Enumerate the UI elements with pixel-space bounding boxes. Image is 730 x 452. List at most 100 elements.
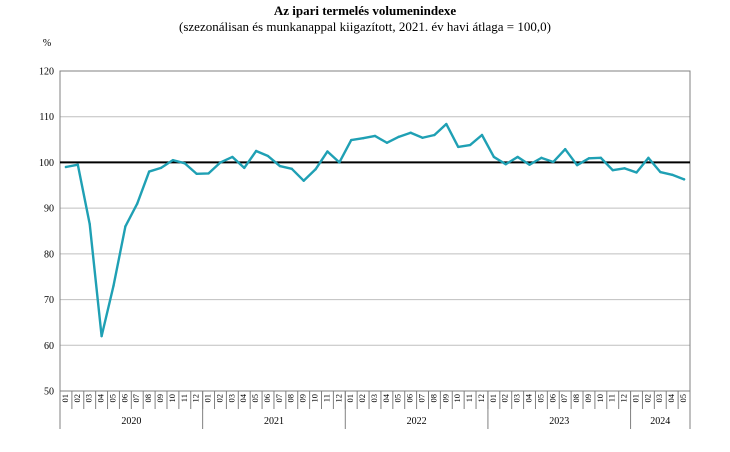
x-tick-label: 05 (393, 394, 403, 403)
x-tick-label: 08 (143, 394, 153, 403)
x-tick-label: 01 (488, 394, 498, 403)
x-tick-label: 04 (96, 393, 106, 402)
x-tick-label: 10 (310, 394, 320, 403)
x-tick-label: 12 (619, 394, 629, 403)
data-point (112, 284, 115, 288)
plot-frame (59, 70, 691, 392)
x-tick-label: 11 (179, 394, 189, 402)
data-point (563, 147, 567, 151)
data-point (599, 156, 603, 160)
x-year-label: 2024 (650, 416, 670, 427)
data-point (623, 167, 626, 170)
x-year-label: 2020 (121, 416, 141, 427)
data-point (171, 158, 175, 162)
data-point (587, 157, 591, 160)
data-point (516, 155, 519, 159)
x-tick-label: 01 (630, 394, 640, 403)
data-point (409, 131, 412, 134)
data-point (302, 179, 305, 182)
x-tick-label: 03 (512, 394, 522, 403)
x-tick-label: 02 (642, 394, 652, 403)
y-tick-label: 90 (44, 204, 54, 215)
data-point (350, 138, 353, 142)
x-tick-label: 05 (678, 394, 688, 403)
data-point (290, 167, 293, 171)
x-tick-label: 06 (262, 394, 272, 403)
x-tick-label: 04 (381, 393, 391, 402)
x-tick-label: 09 (155, 394, 165, 403)
data-point (314, 168, 317, 171)
y-tick-label: 110 (39, 112, 54, 123)
x-tick-label: 12 (476, 394, 486, 403)
data-point (468, 143, 472, 147)
x-tick-label: 06 (405, 394, 415, 403)
x-tick-label: 05 (107, 394, 117, 403)
data-point (124, 225, 127, 228)
x-tick-label: 01 (345, 394, 355, 403)
x-year-label: 2023 (549, 416, 569, 427)
data-point (76, 163, 80, 166)
data-point (540, 156, 543, 160)
data-point (207, 172, 210, 175)
x-tick-label: 10 (167, 394, 177, 403)
x-tick-label: 12 (191, 394, 201, 403)
y-tick-label: 60 (44, 341, 54, 352)
data-point (433, 133, 436, 137)
data-point (445, 122, 448, 126)
x-year-label: 2021 (264, 416, 284, 427)
data-point (338, 161, 341, 164)
data-point (575, 163, 579, 167)
data-point (278, 164, 282, 168)
x-tick-label: 06 (119, 394, 129, 403)
x-tick-label: 04 (238, 393, 248, 402)
chart-title: Az ipari termelés volumenindexe (273, 3, 457, 18)
data-point (552, 160, 555, 164)
data-point (647, 156, 650, 160)
x-tick-label: 10 (452, 394, 462, 403)
data-point (219, 161, 222, 164)
x-tick-label: 07 (274, 394, 284, 403)
x-year-label: 2022 (407, 416, 427, 427)
x-tick-label: 08 (428, 394, 438, 403)
data-point (147, 170, 151, 173)
data-point (195, 172, 198, 176)
data-point (64, 165, 68, 169)
data-point (504, 163, 507, 166)
data-point (635, 171, 638, 174)
series-line (64, 122, 686, 338)
data-point (385, 141, 389, 144)
data-point (100, 334, 103, 338)
data-point (326, 150, 329, 153)
data-point (480, 133, 484, 137)
data-point (88, 222, 91, 226)
data-point (183, 162, 187, 165)
data-point (373, 134, 377, 138)
y-tick-label: 80 (44, 249, 54, 260)
x-tick-label: 02 (357, 394, 367, 403)
x-tick-label: 02 (214, 394, 224, 403)
x-tick-label: 05 (250, 394, 260, 403)
x-tick-label: 03 (84, 394, 94, 403)
x-tick-label: 12 (333, 394, 343, 403)
data-point (670, 173, 674, 176)
data-point (254, 149, 258, 153)
data-point (682, 178, 686, 181)
x-tick-label: 08 (571, 394, 581, 403)
data-point (457, 145, 460, 149)
x-tick-label: 07 (131, 394, 141, 403)
y-axis-unit-label: % (43, 38, 51, 49)
x-tick-label: 11 (607, 394, 617, 402)
data-point (659, 170, 662, 174)
x-tick-label: 04 (666, 393, 676, 402)
x-tick-label: 02 (72, 394, 82, 403)
chart-subtitle: (szezonálisan és munkanappal kiigazított… (179, 19, 551, 34)
x-tick-label: 03 (654, 394, 664, 403)
x-tick-label: 07 (417, 394, 427, 403)
x-tick-label: 01 (203, 394, 213, 403)
y-tick-label: 50 (44, 387, 54, 398)
x-tick-label: 10 (595, 394, 605, 403)
x-tick-label: 09 (583, 394, 593, 403)
y-tick-label: 70 (44, 295, 54, 306)
